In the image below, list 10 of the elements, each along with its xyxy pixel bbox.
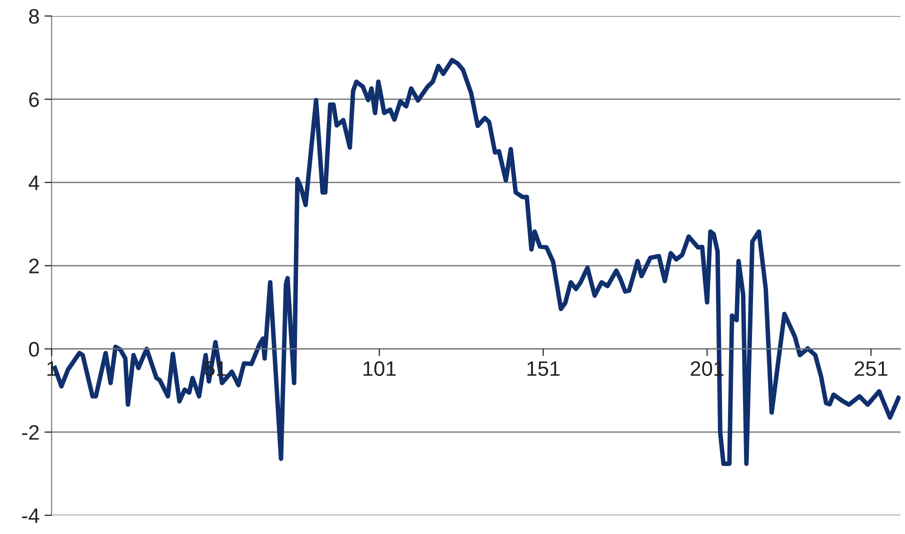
y-tick-label: 6 [29, 92, 39, 107]
x-tick-label: 151 [527, 361, 560, 376]
y-tick-label: 2 [29, 258, 39, 274]
x-tick-label: 251 [854, 361, 888, 376]
y-tick-label: 0 [29, 342, 39, 357]
y-tick-label: 4 [28, 176, 40, 190]
y-tick-label: -2 [22, 425, 39, 440]
y-tick-label: -4 [22, 508, 40, 523]
y-tick-label: 8 [29, 9, 39, 24]
x-tick-label: 101 [364, 361, 396, 376]
